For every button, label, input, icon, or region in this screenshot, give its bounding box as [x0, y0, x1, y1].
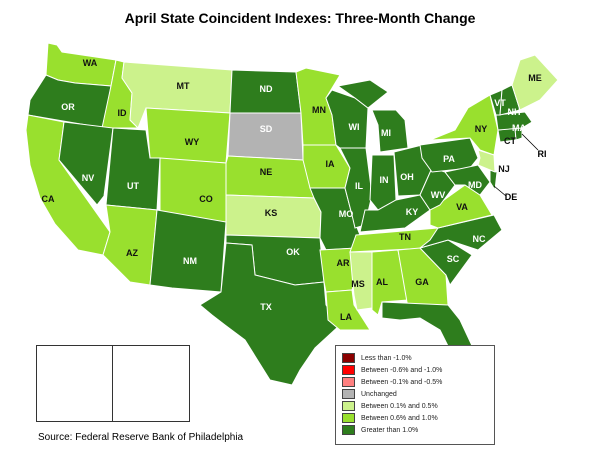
legend-item: Between 0.6% and 1.0%: [342, 412, 488, 424]
state-label-wv: WV: [431, 190, 446, 200]
state-label-ri: RI: [538, 149, 547, 159]
legend-swatch: [342, 425, 355, 435]
state-label-ny: NY: [475, 124, 488, 134]
state-label-me: ME: [528, 73, 542, 83]
state-me: [511, 54, 559, 111]
state-label-fl: FL: [473, 329, 484, 339]
state-ma: [495, 111, 533, 131]
state-label-co: CO: [199, 194, 213, 204]
state-nv: [58, 121, 114, 206]
state-label-id: ID: [118, 108, 128, 118]
state-nj: [477, 149, 496, 173]
state-wy: [145, 107, 231, 164]
legend-item: Between 0.1% and 0.5%: [342, 400, 488, 412]
state-il: [339, 147, 373, 229]
state-label-mo: MO: [339, 209, 354, 219]
state-label-ms: MS: [351, 279, 365, 289]
legend-label: Between 0.1% and 0.5%: [361, 402, 438, 410]
state-label-ok: OK: [286, 247, 300, 257]
state-label-ca: CA: [42, 194, 55, 204]
state-label-ar: AR: [337, 258, 350, 268]
legend-swatch: [342, 365, 355, 375]
state-label-ma: MA: [512, 123, 526, 133]
state-label-ks: KS: [265, 208, 278, 218]
legend-label: Between -0.1% and -0.5%: [361, 378, 443, 386]
legend-swatch: [342, 389, 355, 399]
state-label-sc: SC: [447, 254, 460, 264]
legend-swatch: [342, 413, 355, 423]
state-az: [102, 204, 158, 286]
state-label-wy: WY: [185, 137, 200, 147]
state-label-nh: NH: [508, 107, 521, 117]
state-label-in: IN: [380, 175, 389, 185]
state-label-ia: IA: [326, 159, 336, 169]
legend-item: Between -0.6% and -1.0%: [342, 364, 488, 376]
legend-item: Between -0.1% and -0.5%: [342, 376, 488, 388]
legend-label: Between -0.6% and -1.0%: [361, 366, 443, 374]
state-label-or: OR: [61, 102, 75, 112]
state-label-ut: UT: [127, 181, 139, 191]
legend-item: Greater than 1.0%: [342, 424, 488, 436]
state-label-wi: WI: [349, 122, 360, 132]
leader-line-ri: [521, 133, 539, 151]
state-label-mn: MN: [312, 105, 326, 115]
state-nm: [149, 209, 227, 293]
legend-swatch: [342, 401, 355, 411]
source-note: Source: Federal Reserve Bank of Philadel…: [38, 432, 244, 443]
state-label-nc: NC: [473, 234, 486, 244]
state-label-mt: MT: [177, 81, 190, 91]
state-label-ne: NE: [260, 167, 273, 177]
hawaii-inset: [112, 345, 190, 422]
state-label-la: LA: [340, 312, 352, 322]
state-label-ky: KY: [406, 207, 419, 217]
state-label-sd: SD: [260, 124, 273, 134]
legend: Less than -1.0% Between -0.6% and -1.0% Be…: [335, 345, 495, 445]
state-label-il: IL: [355, 181, 364, 191]
legend-swatch: [342, 377, 355, 387]
state-label-al: AL: [376, 277, 388, 287]
legend-label: Between 0.6% and 1.0%: [361, 414, 438, 422]
legend-label: Less than -1.0%: [361, 354, 412, 362]
state-label-az: AZ: [126, 248, 138, 258]
leader-line-de: [493, 185, 507, 197]
state-label-wa: WA: [83, 58, 98, 68]
state-label-oh: OH: [400, 172, 414, 182]
state-label-tx: TX: [260, 302, 272, 312]
legend-item: Less than -1.0%: [342, 352, 488, 364]
state-label-pa: PA: [443, 154, 455, 164]
state-label-va: VA: [456, 202, 468, 212]
state-label-tn: TN: [399, 232, 411, 242]
state-label-nj: NJ: [498, 164, 510, 174]
legend-label: Greater than 1.0%: [361, 426, 419, 434]
state-ne: [225, 155, 315, 199]
state-sd: [227, 112, 304, 161]
state-label-de: DE: [505, 192, 518, 202]
state-label-mi: MI: [381, 128, 391, 138]
state-label-nm: NM: [183, 256, 197, 266]
map-title: April State Coincident Indexes: Three-Mo…: [124, 10, 476, 26]
state-label-nd: ND: [260, 84, 273, 94]
state-label-nv: NV: [82, 173, 95, 183]
state-tx: [199, 242, 341, 386]
state-de: [489, 169, 498, 192]
legend-label: Unchanged: [361, 390, 397, 398]
legend-swatch: [342, 353, 355, 363]
state-la: [325, 289, 371, 331]
alaska-inset: [36, 345, 114, 422]
state-label-vt: VT: [494, 98, 506, 108]
state-label-ga: GA: [415, 277, 429, 287]
state-label-md: MD: [468, 180, 482, 190]
state-nc: [419, 214, 503, 251]
legend-item: Unchanged: [342, 388, 488, 400]
state-label-ct: CT: [504, 136, 516, 146]
state-ga: [397, 247, 449, 309]
